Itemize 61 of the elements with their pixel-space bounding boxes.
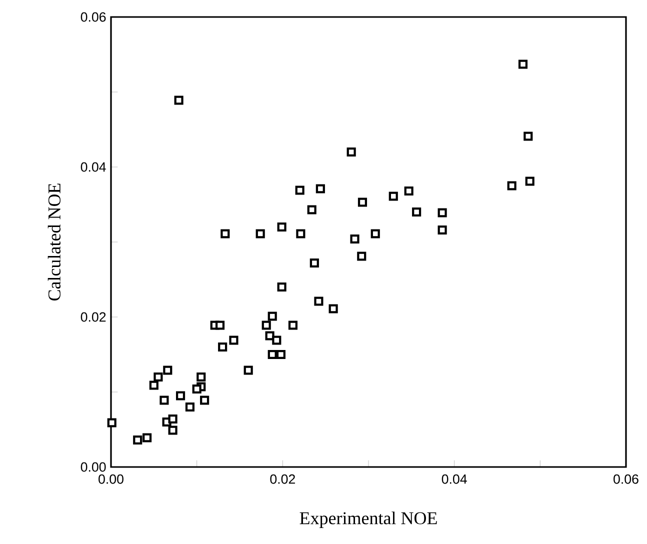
point (244, 366, 253, 375)
point (277, 282, 286, 292)
point (370, 229, 380, 238)
y-tick-label: 0.04 (80, 162, 106, 172)
point (176, 391, 186, 400)
point (525, 176, 534, 186)
y-tick-label: 0.00 (80, 462, 106, 472)
point (276, 350, 286, 360)
point (277, 222, 286, 232)
point (307, 205, 316, 214)
point (346, 147, 356, 157)
point (168, 426, 178, 435)
point (220, 229, 230, 238)
point (160, 396, 169, 405)
point (107, 418, 116, 428)
point (215, 320, 225, 330)
point (524, 132, 533, 141)
point (256, 229, 265, 238)
point (314, 296, 324, 306)
point (168, 414, 178, 424)
point (268, 350, 277, 360)
point (262, 320, 271, 330)
y-tick-label: 0.06 (80, 12, 106, 22)
point (185, 402, 194, 412)
point (357, 252, 366, 261)
point (507, 181, 516, 190)
point (265, 331, 274, 340)
point (268, 312, 277, 321)
point (149, 380, 158, 390)
point (142, 433, 152, 442)
x-axis-title: Experimental NOE (300, 512, 437, 528)
point (154, 372, 163, 382)
x-tick-label: 0.00 (98, 474, 124, 484)
point (350, 234, 360, 244)
point (218, 342, 228, 352)
x-tick-label: 0.04 (442, 474, 467, 484)
x-tick-label: 0.06 (614, 474, 638, 484)
point (328, 304, 338, 314)
point (310, 258, 319, 268)
point (196, 372, 206, 382)
point (200, 396, 210, 405)
point (174, 96, 184, 105)
point (296, 229, 306, 238)
point (518, 60, 528, 69)
y-tick-label: 0.02 (80, 312, 106, 322)
y-axis-title: Calculated NOE (48, 184, 61, 300)
point (163, 366, 172, 375)
point (358, 198, 368, 207)
point (288, 320, 298, 330)
point (192, 384, 202, 394)
point (404, 186, 414, 196)
point (229, 336, 238, 345)
x-tick-label: 0.02 (270, 474, 295, 484)
point (412, 207, 422, 217)
point (133, 435, 142, 445)
point (272, 336, 282, 345)
point (438, 225, 447, 235)
point (295, 186, 304, 195)
point (438, 208, 447, 218)
point (388, 192, 398, 201)
point (316, 184, 325, 194)
